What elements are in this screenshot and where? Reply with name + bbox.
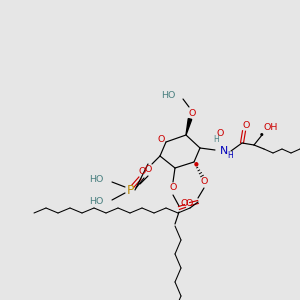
Text: HO: HO bbox=[90, 197, 104, 206]
Text: ●: ● bbox=[194, 161, 198, 166]
Text: HO: HO bbox=[162, 91, 176, 100]
Text: O: O bbox=[144, 166, 152, 175]
Text: O: O bbox=[169, 184, 177, 193]
Text: O: O bbox=[180, 200, 188, 208]
Polygon shape bbox=[186, 118, 192, 135]
Text: O: O bbox=[188, 109, 196, 118]
Text: H: H bbox=[227, 152, 233, 160]
Text: O: O bbox=[138, 167, 146, 176]
Text: P: P bbox=[126, 184, 134, 196]
Text: OH: OH bbox=[264, 124, 278, 133]
Text: O: O bbox=[157, 134, 165, 143]
Text: N: N bbox=[220, 146, 228, 156]
Text: O: O bbox=[242, 121, 250, 130]
Text: H: H bbox=[213, 134, 219, 143]
Text: HO: HO bbox=[90, 176, 104, 184]
Text: O: O bbox=[185, 200, 193, 208]
Text: O: O bbox=[200, 178, 208, 187]
Text: O: O bbox=[216, 128, 224, 137]
Text: ●: ● bbox=[260, 133, 264, 137]
